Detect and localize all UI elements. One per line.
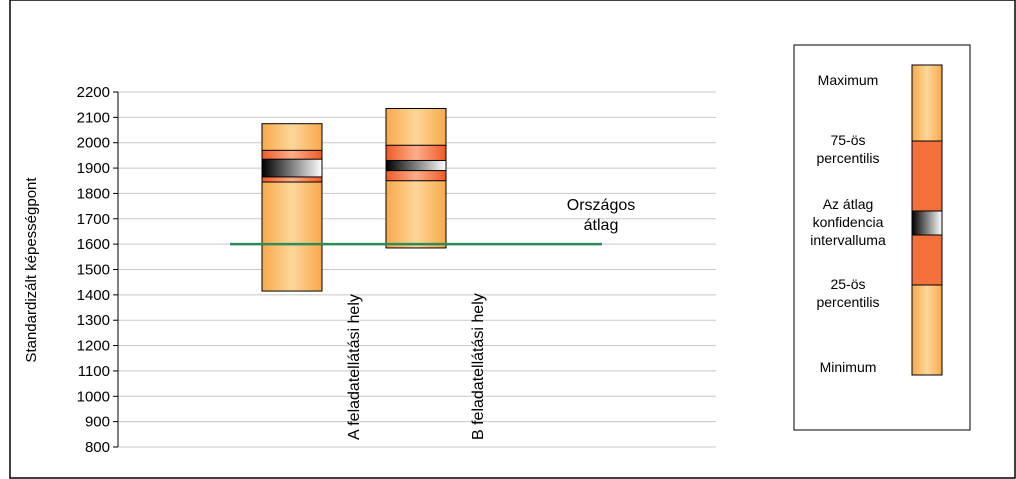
reference-line-label-1: Országos — [567, 197, 635, 214]
legend-item-0: Maximum — [818, 72, 879, 88]
legend-label: 25-ös — [830, 276, 865, 292]
legend-label: konfidencia — [813, 214, 884, 230]
legend: Maximum 75-ös percentilis Az átlag konfidenc… — [793, 44, 971, 431]
box-1 — [385, 107, 447, 249]
y-tick-label: 2200 — [77, 84, 110, 101]
legend-item-2: Az átlag konfidencia intervalluma — [810, 196, 886, 248]
box-range — [261, 123, 323, 292]
legend-swatch — [911, 64, 943, 376]
y-tick-label: 2100 — [77, 109, 110, 126]
y-tick-label: 1500 — [77, 262, 110, 279]
legend-item-1: 75-ös percentilis — [816, 132, 879, 166]
category-label: B feladatellátási hely — [470, 293, 487, 440]
y-tick-label: 1700 — [77, 211, 110, 228]
legend-label: Minimum — [820, 359, 877, 375]
legend-label: 75-ös — [830, 132, 865, 148]
y-tick-label: 1800 — [77, 185, 110, 202]
y-tick-label: 1900 — [77, 160, 110, 177]
box-ci — [261, 158, 323, 178]
legend-label: intervalluma — [810, 232, 886, 248]
y-axis: 800 900 1000 1100 1200 1300 1400 1500 1600 1700 18… — [77, 84, 119, 456]
category-label: A feladatellátási hely — [346, 294, 363, 440]
reference-line-label-2: átlag — [584, 217, 619, 234]
box-ci — [385, 159, 447, 172]
legend-label: percentilis — [816, 150, 879, 166]
legend-swatch-ci — [911, 210, 943, 236]
boxes-group — [261, 107, 447, 292]
legend-swatch-iqr-lower — [911, 234, 943, 286]
legend-label: percentilis — [816, 294, 879, 310]
y-axis-label: Standardizált képességpont — [23, 177, 40, 363]
box-0 — [261, 123, 323, 292]
y-tick-label: 1000 — [77, 388, 110, 405]
legend-label: Maximum — [818, 72, 879, 88]
y-tick-label: 800 — [85, 439, 110, 456]
legend-swatch-iqr-upper — [911, 140, 943, 212]
y-tick-label: 1400 — [77, 287, 110, 304]
legend-label: Az átlag — [823, 196, 874, 212]
y-tick-label: 900 — [85, 414, 110, 431]
y-tick-label: 1300 — [77, 312, 110, 329]
legend-item-3: 25-ös percentilis — [816, 276, 879, 310]
legend-swatch-upper — [911, 64, 943, 142]
legend-swatch-lower — [911, 284, 943, 376]
y-tick-label: 1100 — [78, 363, 110, 380]
y-tick-label: 2000 — [77, 135, 110, 152]
legend-item-4: Minimum — [820, 359, 877, 375]
category-labels: A feladatellátási hely B feladatellátási … — [346, 293, 487, 440]
y-tick-label: 1600 — [77, 236, 110, 253]
y-tick-label: 1200 — [77, 338, 110, 355]
